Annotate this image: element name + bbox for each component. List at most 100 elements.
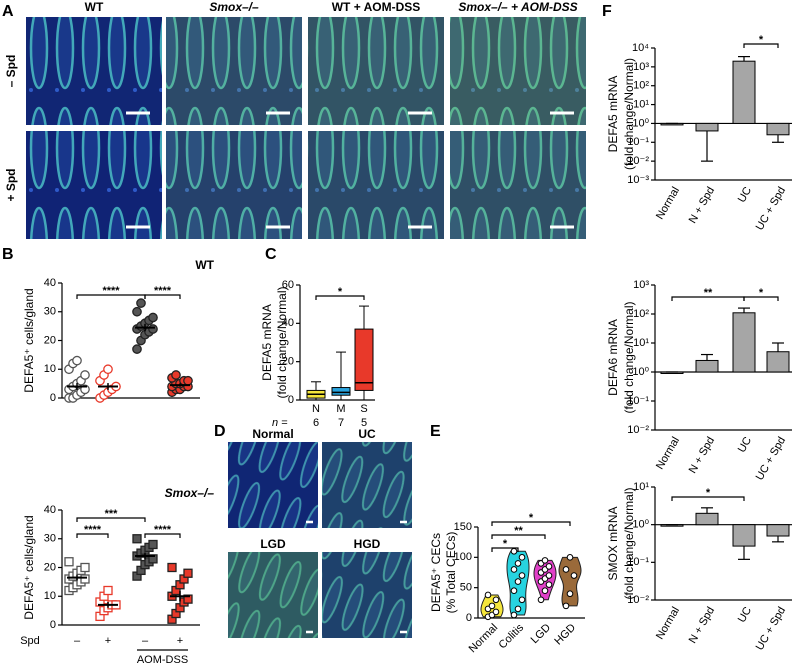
bar (732, 60, 756, 124)
significance-label: * (759, 287, 764, 299)
fluorescence-overlay (322, 552, 412, 638)
x-tick-label: Normal (654, 185, 682, 222)
data-point (183, 568, 193, 578)
x-tick-label: – (142, 635, 149, 647)
x-tick-label: LGD (529, 622, 554, 647)
y-tick-label: 10⁻¹ (627, 136, 649, 148)
y-axis-label: (fold change/Normal) (275, 286, 289, 398)
data-point (132, 534, 142, 544)
data-point (148, 554, 158, 564)
panel-label: E (430, 423, 441, 440)
box (354, 328, 374, 391)
y-tick-label: 30 (44, 306, 56, 318)
significance-bracket (743, 296, 779, 301)
data-point (103, 585, 113, 596)
data-point (510, 566, 518, 573)
significance-label: **** (102, 285, 120, 297)
panel-label: F (602, 3, 612, 20)
x-tick-label: UC (736, 185, 754, 205)
column-title: WT (85, 0, 104, 14)
y-tick-label: 10⁰ (632, 117, 649, 129)
micrograph (308, 17, 444, 125)
x-tick-label: + (177, 635, 183, 647)
x-tick-label: UC + Spd (754, 435, 788, 483)
data-point (80, 370, 90, 380)
column-title: Smox–/– + AOM-DSS (458, 0, 577, 14)
x-tick-label: + (105, 635, 111, 647)
n-value: 7 (338, 417, 344, 429)
significance-bracket (743, 43, 779, 48)
bar (695, 512, 719, 526)
panel-label: B (2, 246, 14, 263)
x-tick-label: M (336, 403, 345, 415)
y-tick-label: 10⁻² (627, 155, 649, 167)
data-point (136, 298, 146, 308)
x-tick-label: Normal (467, 622, 501, 656)
y-axis-label: (fold change/Normal) (622, 487, 636, 599)
data-point (510, 547, 518, 555)
data-point (64, 557, 74, 567)
micrograph (26, 131, 162, 239)
data-point (171, 370, 181, 380)
fluorescence-overlay (228, 552, 318, 638)
y-tick-label: 10¹ (633, 481, 649, 493)
x-tick-label: N (312, 403, 320, 415)
data-point (514, 560, 522, 567)
y-axis-label: (% Total CECs) (444, 532, 458, 614)
significance-label: * (503, 538, 508, 550)
data-point (537, 596, 545, 604)
data-point (510, 587, 518, 595)
group-label: AOM-DSS (137, 654, 188, 664)
data-point (132, 306, 142, 317)
significance-label: * (338, 286, 343, 298)
y-tick-label: 0 (50, 392, 56, 404)
y-tick-label: 30 (44, 533, 56, 545)
significance-bracket (144, 294, 181, 299)
y-tick-label: 10⁻¹ (627, 556, 649, 568)
x-tick-label: N + Spd (687, 605, 717, 646)
data-point (514, 578, 522, 585)
fluorescence-overlay (26, 131, 162, 239)
data-point (484, 591, 492, 599)
data-point (545, 581, 553, 588)
y-axis-label: DEFA5⁺ CECs (429, 533, 443, 612)
y-tick-label: 10⁰ (632, 519, 649, 531)
y-axis-label: DEFA5⁺ cells/gland (22, 288, 36, 392)
data-point (103, 364, 113, 375)
fluorescence-overlay (308, 17, 444, 125)
panel-label: D (214, 423, 226, 440)
data-point (545, 563, 553, 570)
y-tick-label: 10³ (633, 279, 649, 291)
y-tick-label: 10 (44, 363, 56, 375)
data-point (566, 590, 574, 598)
significance-bracket (491, 521, 571, 526)
data-point (488, 602, 496, 610)
box (331, 387, 351, 396)
micrograph (26, 17, 162, 125)
data-point (510, 611, 518, 619)
fluorescence-overlay (450, 17, 586, 125)
micrograph (228, 442, 318, 528)
data-point (566, 554, 574, 561)
bar (732, 524, 756, 547)
x-row-title: Spd (20, 635, 40, 647)
y-axis-label: DEFA5 mRNA (260, 304, 274, 381)
y-tick-label: 10⁻¹ (627, 395, 649, 407)
x-tick-label: N + Spd (687, 435, 717, 476)
data-point (545, 572, 553, 579)
micrograph (166, 131, 302, 239)
fluorescence-overlay (322, 442, 412, 528)
significance-bracket (671, 496, 745, 501)
micrograph (450, 131, 586, 239)
column-title: Smox–/– (209, 0, 259, 14)
significance-label: ** (704, 287, 713, 299)
significance-label: *** (105, 508, 119, 520)
row-label: + Spd (4, 168, 18, 201)
data-point (80, 562, 90, 573)
x-tick-label: S (360, 403, 367, 415)
y-tick-label: 100 (454, 551, 472, 563)
y-tick-label: 10 (44, 590, 56, 602)
data-point (492, 608, 500, 616)
y-tick-label: 20 (44, 561, 56, 573)
